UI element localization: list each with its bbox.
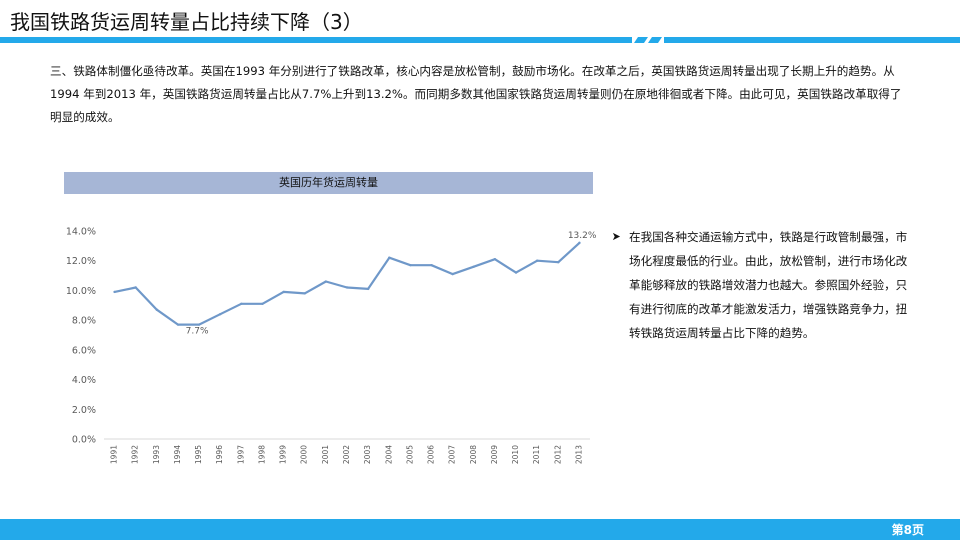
data-point [134, 286, 137, 289]
arrow-bullet-icon [612, 232, 621, 241]
data-point [219, 313, 222, 316]
data-point [366, 287, 370, 291]
x-tick-label: 2011 [532, 445, 541, 464]
x-tick-label: 2008 [469, 445, 478, 464]
x-tick-label: 2006 [427, 445, 436, 464]
data-point [388, 256, 391, 259]
data-point [240, 302, 243, 305]
x-tick-label: 1996 [215, 445, 224, 464]
x-tick-label: 2005 [405, 445, 414, 464]
data-point [113, 290, 116, 294]
data-point [409, 263, 412, 267]
x-tick-label: 2000 [300, 445, 309, 464]
x-tick-label: 1998 [257, 445, 266, 464]
bullet-text: 在我国各种交通运输方式中，铁路是行政管制最强，市场化程度最低的行业。由此，放松管… [629, 230, 908, 340]
x-tick-label: 2001 [321, 445, 330, 464]
x-tick-label: 1994 [173, 445, 182, 464]
line-chart: 0.0% 2.0% 4.0% 6.0% 8.0% 10.0% 12.0% 14.0% 1991 1… [66, 227, 597, 465]
x-tick-label: 1995 [194, 445, 203, 464]
y-tick-label: 14.0% [66, 227, 96, 238]
data-point [282, 290, 285, 294]
x-tick-label: 2009 [490, 445, 499, 464]
chart-title: 英国历年货运周转量 [64, 172, 593, 194]
data-point [261, 302, 264, 305]
data-point [324, 280, 328, 283]
y-tick-label: 10.0% [66, 286, 96, 297]
x-tick-label: 1991 [110, 445, 119, 464]
x-tick-label: 1993 [152, 445, 161, 464]
data-point [493, 258, 497, 261]
data-point [472, 265, 475, 268]
data-label: 13.2% [568, 231, 597, 241]
data-point [535, 259, 539, 262]
data-point [451, 272, 454, 276]
series-line [113, 241, 581, 326]
x-tick-label: 2007 [448, 445, 457, 464]
y-tick-label: 4.0% [72, 375, 96, 386]
y-tick-label: 6.0% [72, 345, 96, 356]
data-point [557, 261, 560, 264]
x-tick-label: 2013 [574, 445, 583, 464]
x-tick-label: 2004 [384, 445, 393, 464]
title-underline [0, 37, 960, 43]
data-point [303, 292, 306, 295]
y-tick-label: 12.0% [66, 256, 96, 267]
x-tick-label: 1992 [131, 445, 140, 464]
y-tick-label: 2.0% [72, 405, 96, 416]
data-point [197, 323, 201, 326]
y-tick-label: 0.0% [72, 435, 96, 446]
page-number: 第8页 [891, 523, 924, 537]
data-point [430, 263, 433, 267]
data-point [345, 286, 349, 289]
data-point [514, 271, 518, 274]
data-point [578, 241, 581, 245]
data-label: 7.7% [186, 327, 209, 337]
x-tick-label: 1999 [279, 445, 288, 464]
x-tick-label: 2002 [342, 445, 351, 464]
data-point [176, 323, 180, 326]
x-tick-label: 2012 [553, 445, 562, 464]
y-tick-label: 8.0% [72, 316, 96, 327]
x-tick-label: 1997 [236, 445, 245, 464]
data-point [155, 308, 159, 311]
x-tick-label: 2003 [363, 445, 372, 464]
footer-bar: 第8页 [0, 519, 960, 540]
x-tick-label: 2010 [511, 445, 520, 464]
body-paragraph: 三、铁路体制僵化亟待改革。英国在1993 年分别进行了铁路改革，核心内容是放松管… [50, 64, 902, 124]
slide-title: 我国铁路货运周转量占比持续下降（3） [10, 10, 363, 34]
